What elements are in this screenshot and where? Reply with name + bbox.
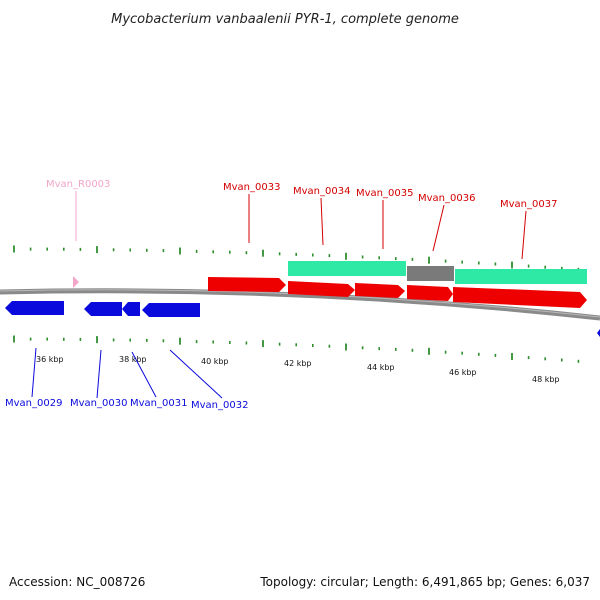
- gene-arrow-reverse: [5, 301, 64, 315]
- gene-label-rna: Mvan_R0003: [46, 179, 110, 190]
- region-track: [288, 261, 587, 284]
- tick-label-42kbp: 42 kbp: [284, 359, 312, 368]
- lower-tick-row: [13, 335, 580, 363]
- leader-line: [169, 349, 223, 399]
- tick-label-38kbp: 38 kbp: [119, 355, 147, 364]
- gene-arrow-forward: [208, 277, 286, 292]
- rna-gene-marker: [73, 276, 79, 288]
- leader-line: [432, 204, 445, 252]
- gene-label-forward: Mvan_0036: [418, 193, 475, 204]
- reverse-gene-track: [5, 301, 600, 337]
- region-bar: [455, 269, 587, 284]
- genome-summary-text: Topology: circular; Length: 6,491,865 bp…: [259, 575, 590, 589]
- gene-label-reverse: Mvan_0029: [5, 398, 62, 409]
- scale-labels: 36 kbp 38 kbp 40 kbp 42 kbp 44 kbp 46 kb…: [36, 355, 560, 384]
- genome-backbone: [0, 288, 600, 321]
- gene-arrow-forward: [453, 287, 587, 308]
- label-leader-lines: [31, 191, 527, 399]
- gene-arrow-forward: [355, 283, 405, 298]
- region-gap: [407, 266, 454, 281]
- upper-tick-row: [13, 245, 580, 271]
- leader-line: [320, 197, 324, 246]
- gene-arrow-reverse: [122, 302, 140, 316]
- gene-arrow-reverse: [142, 303, 200, 317]
- tick-label-48kbp: 48 kbp: [532, 375, 560, 384]
- gene-arrow-forward: [407, 285, 453, 301]
- gene-arrow-reverse: [84, 302, 122, 316]
- tick-label-44kbp: 44 kbp: [367, 363, 395, 372]
- gene-label-reverse: Mvan_0031: [130, 398, 187, 409]
- accession-text: Accession: NC_008726: [9, 575, 145, 589]
- region-bar: [288, 261, 406, 276]
- gene-arrow-forward: [288, 281, 355, 297]
- leader-line: [131, 351, 157, 398]
- gene-labels: Mvan_R0003 Mvan_0033 Mvan_0034 Mvan_0035…: [5, 179, 557, 411]
- gene-arrow-reverse: [597, 329, 600, 337]
- leader-line: [96, 349, 102, 399]
- gene-label-forward: Mvan_0033: [223, 182, 280, 193]
- gene-label-forward: Mvan_0037: [500, 199, 557, 210]
- tick-label-46kbp: 46 kbp: [449, 368, 477, 377]
- genome-title: Mycobacterium vanbaalenii PYR-1, complet…: [111, 12, 459, 27]
- gene-label-forward: Mvan_0035: [356, 188, 413, 199]
- tick-label-36kbp: 36 kbp: [36, 355, 64, 364]
- tick-label-40kbp: 40 kbp: [201, 357, 229, 366]
- forward-gene-track: [208, 277, 587, 308]
- gene-label-forward: Mvan_0034: [293, 186, 350, 197]
- gene-label-reverse: Mvan_0030: [70, 398, 127, 409]
- leader-line: [31, 347, 37, 398]
- gene-label-reverse: Mvan_0032: [191, 400, 248, 411]
- leader-line: [521, 210, 527, 260]
